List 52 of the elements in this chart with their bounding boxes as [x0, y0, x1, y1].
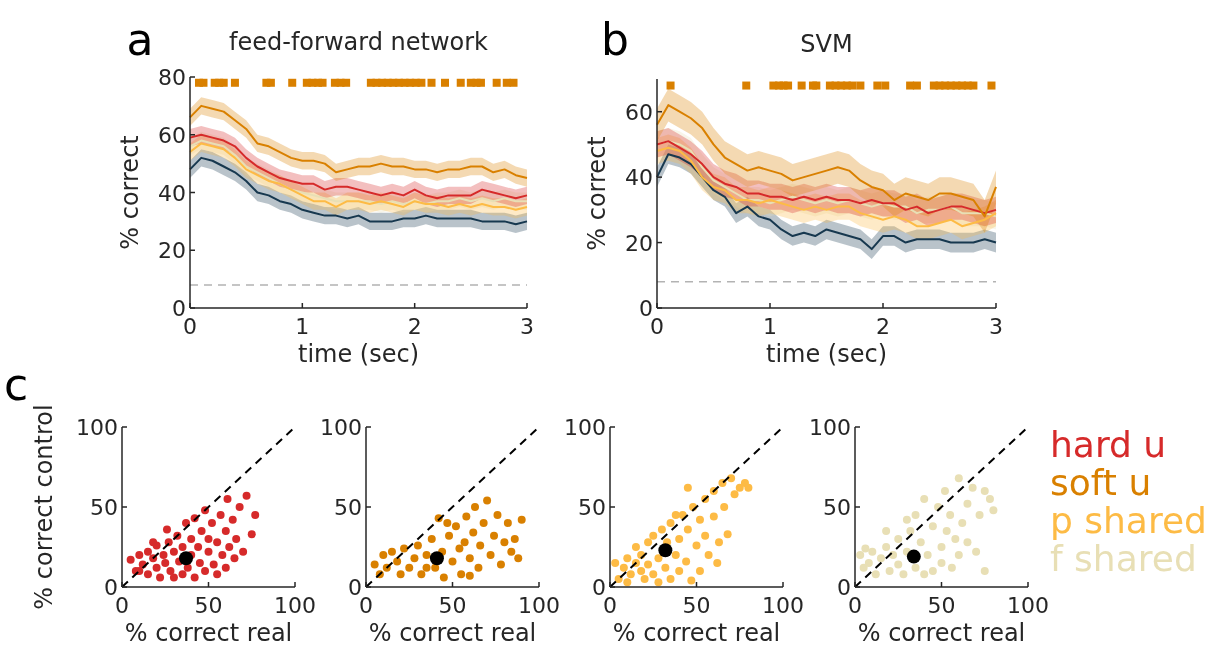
chart-title: SVM [800, 30, 853, 58]
x-tick-label: 2 [407, 314, 422, 339]
x-tick-label: 50 [438, 593, 467, 618]
text: hard u [1050, 424, 1167, 465]
y-axis-title: % correct [116, 135, 144, 250]
y-tick-label: 0 [172, 296, 186, 321]
y-tick-label: 60 [625, 99, 653, 125]
y-tick-label: 100 [76, 415, 118, 440]
y-axis-title: % correct control [30, 404, 58, 610]
x-axis-title: time (sec) [765, 340, 888, 368]
y-tick-label: 20 [625, 230, 653, 256]
y-tick-label: 20 [158, 238, 186, 264]
x-axis-title: time (sec) [297, 340, 420, 368]
y-tick-label: 40 [625, 165, 653, 191]
y-tick-label: 60 [158, 122, 186, 148]
x-axis-title: % correct real [124, 619, 293, 647]
x-tick-label: 1 [763, 314, 777, 339]
chart-title: feed-forward network [229, 28, 489, 56]
y-tick-label: 50 [334, 495, 362, 520]
y-tick-label: 0 [104, 575, 118, 600]
y-tick-label: 50 [578, 495, 606, 520]
x-tick-label: 100 [274, 593, 316, 618]
x-axis-title: % correct real [368, 619, 537, 647]
y-tick-label: 50 [90, 495, 118, 520]
x-tick-label: 1 [295, 314, 310, 339]
y-axis-title: % correct [583, 136, 611, 251]
y-tick-label: 0 [348, 575, 362, 600]
x-tick-label: 3 [989, 314, 1003, 339]
x-tick-label: 50 [682, 593, 711, 618]
x-axis-title: % correct real [857, 619, 1026, 647]
x-tick-label: 2 [876, 314, 890, 339]
x-axis-title: % correct real [612, 619, 781, 647]
y-tick-label: 80 [158, 65, 186, 90]
y-tick-label: 100 [320, 415, 362, 440]
x-tick-label: 100 [1007, 593, 1049, 618]
y-tick-label: 40 [158, 180, 186, 206]
text: c [3, 359, 29, 410]
x-tick-label: 50 [927, 593, 956, 618]
x-tick-label: 3 [520, 314, 534, 339]
x-tick-label: 100 [762, 593, 804, 618]
text: b [601, 14, 629, 65]
text: a [126, 14, 154, 65]
y-tick-label: 100 [809, 415, 851, 440]
text: soft u [1050, 462, 1152, 503]
y-tick-label: 50 [823, 495, 851, 520]
y-tick-label: 0 [639, 296, 653, 321]
y-tick-label: 100 [564, 415, 606, 440]
y-tick-label: 0 [837, 575, 851, 600]
x-tick-label: 50 [194, 593, 223, 618]
x-tick-label: 100 [518, 593, 560, 618]
y-tick-label: 0 [592, 575, 606, 600]
text: p shared [1050, 500, 1207, 541]
